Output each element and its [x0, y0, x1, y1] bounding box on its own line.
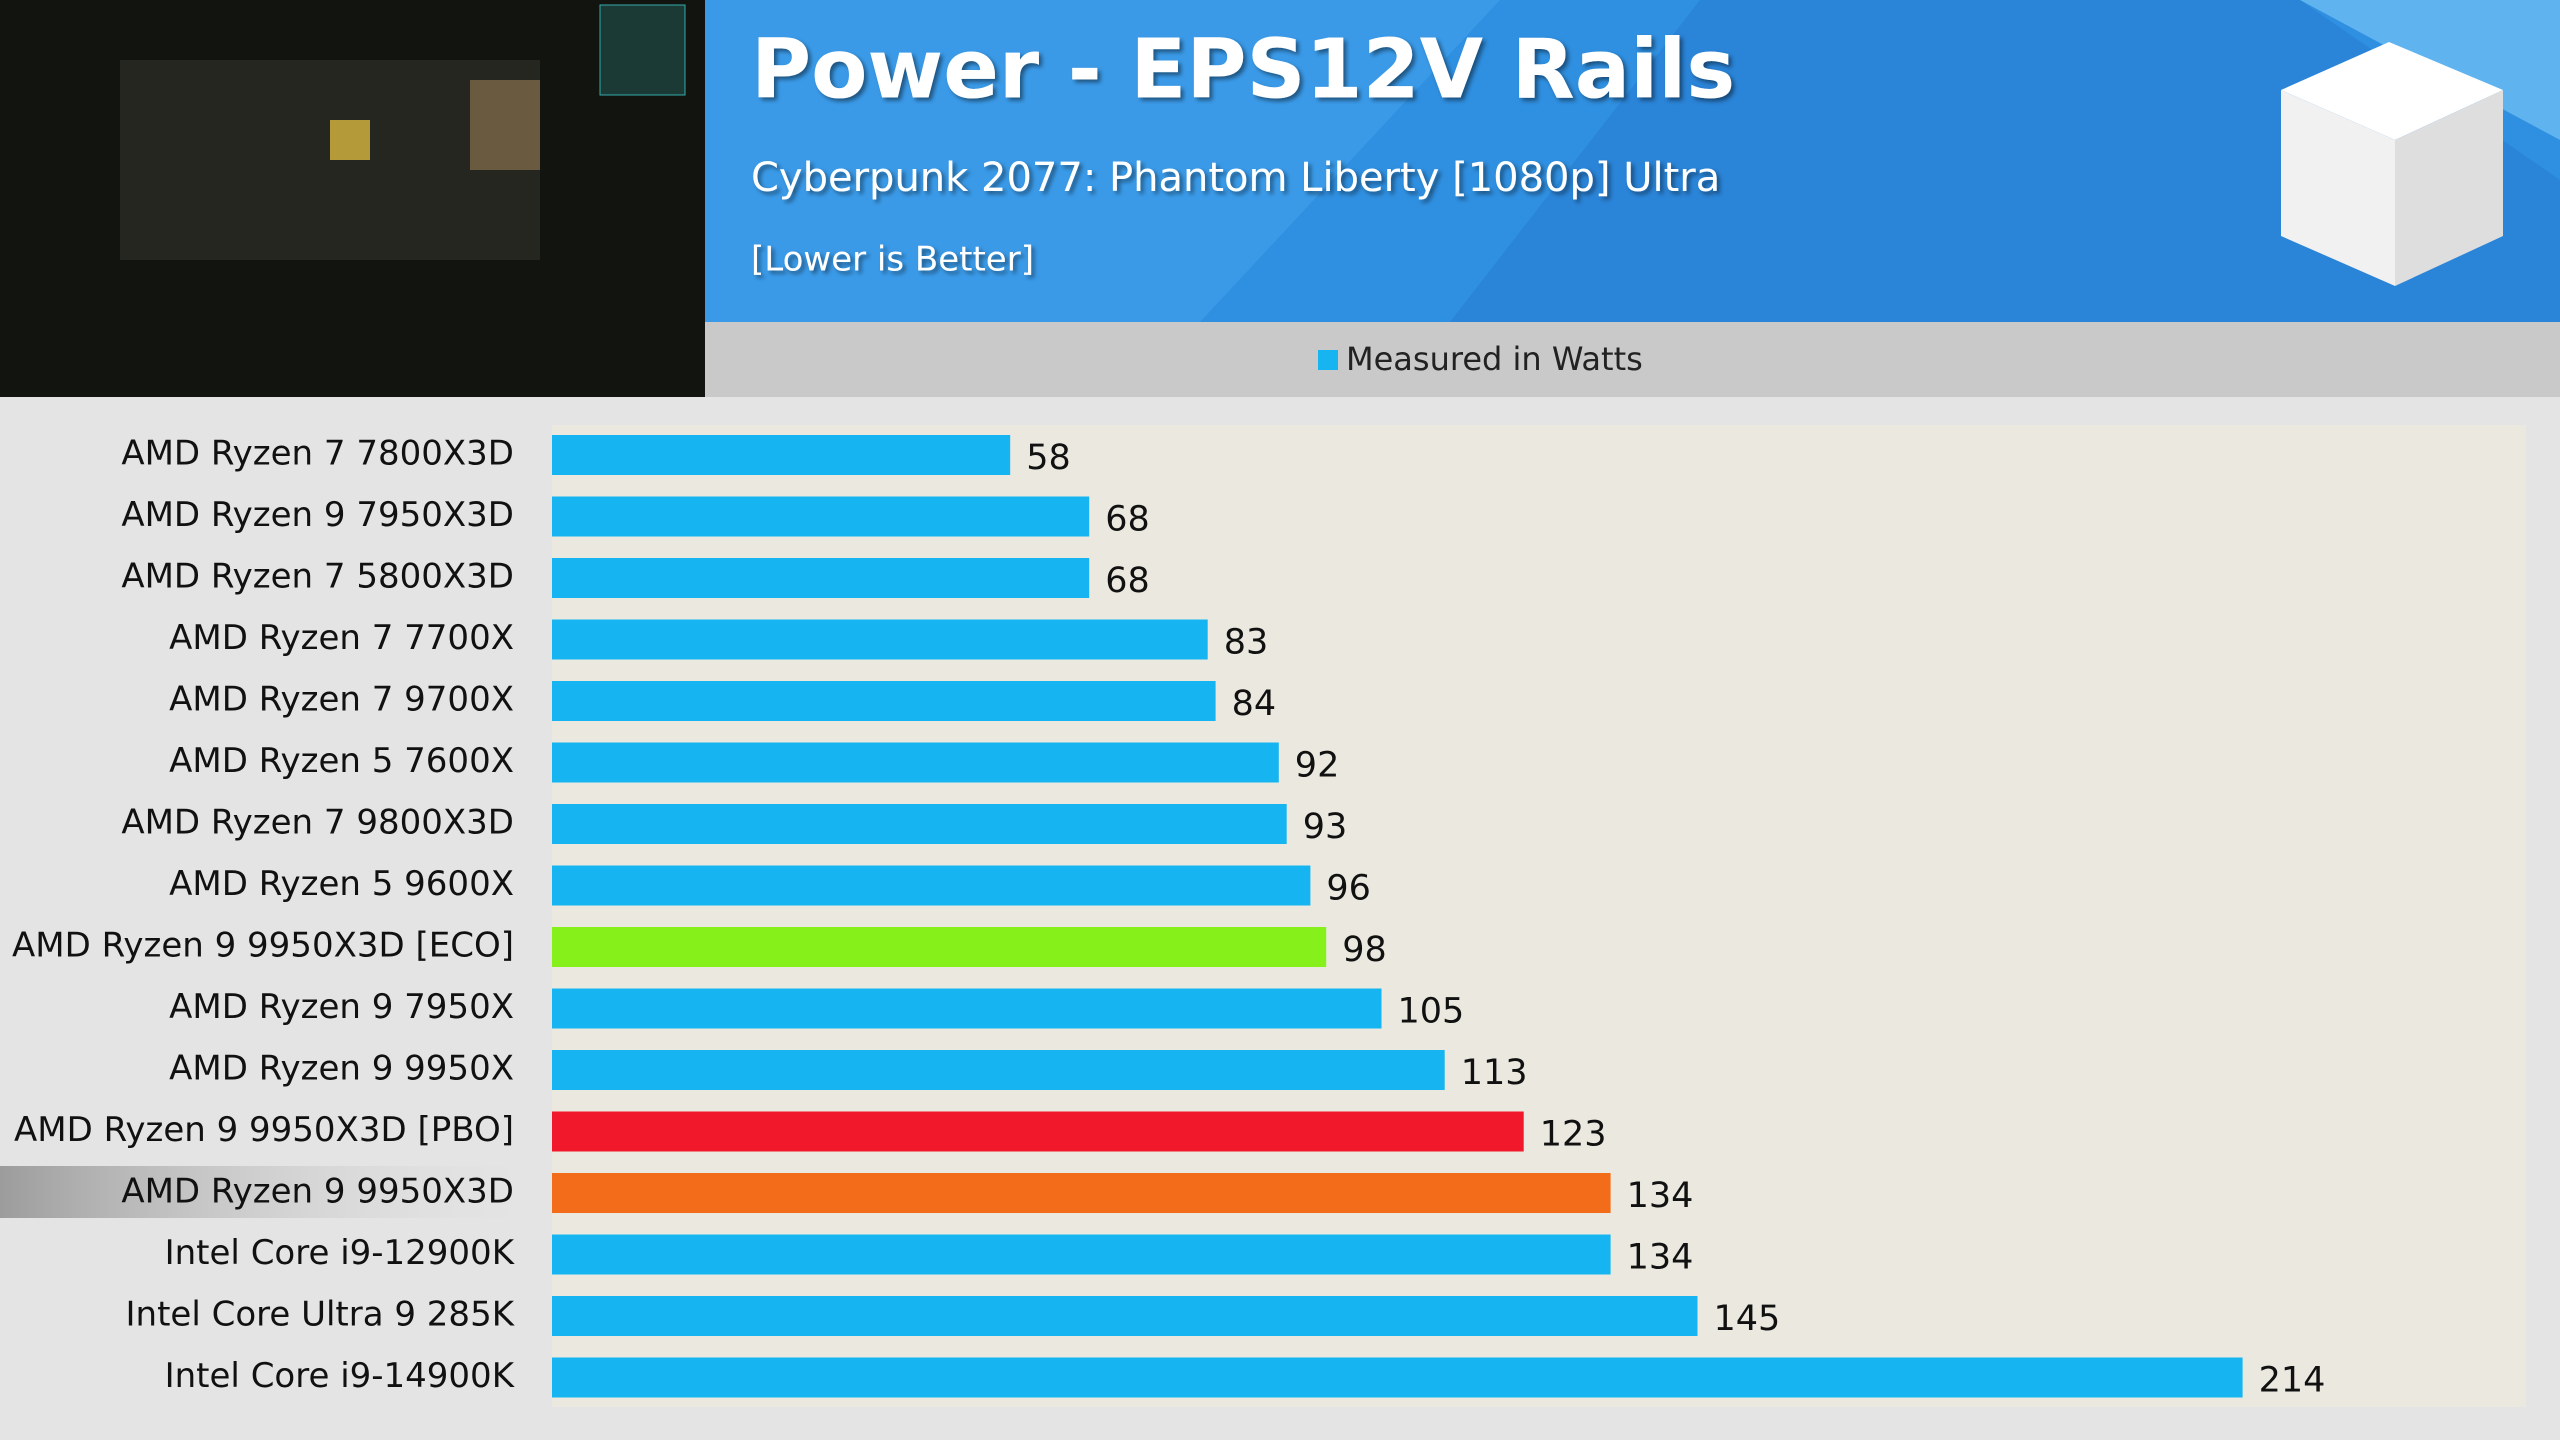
value-label: 84	[1232, 684, 1277, 724]
bar	[552, 927, 1327, 967]
logo-cube	[2281, 42, 2503, 286]
legend-swatch	[1318, 350, 1338, 370]
y-tick-label: AMD Ryzen 9 9950X3D [PBO]	[14, 1110, 514, 1150]
value-label: 123	[1540, 1115, 1607, 1155]
bar	[552, 1111, 1524, 1152]
y-tick-label: AMD Ryzen 7 7800X3D	[121, 434, 514, 474]
y-tick-label: Intel Core Ultra 9 285K	[126, 1295, 516, 1335]
bar	[552, 1234, 1611, 1275]
chart-title: Power - EPS12V Rails	[751, 22, 1735, 117]
bar	[552, 619, 1208, 660]
chart-note: [Lower is Better]	[751, 240, 1034, 280]
bar	[552, 1173, 1611, 1213]
y-tick-label: AMD Ryzen 5 7600X	[169, 741, 514, 781]
y-tick-label: AMD Ryzen 9 9950X3D [ECO]	[12, 926, 514, 966]
y-tick-label: AMD Ryzen 7 5800X3D	[121, 557, 514, 597]
legend-label: Measured in Watts	[1346, 340, 1643, 378]
value-label: 68	[1105, 500, 1150, 540]
bar	[552, 1296, 1698, 1336]
game-scene	[470, 80, 540, 170]
game-scene	[330, 120, 370, 160]
y-tick-label: AMD Ryzen 9 7950X3D	[121, 495, 514, 535]
bar	[552, 558, 1090, 598]
bar	[552, 1357, 2243, 1398]
y-tick-label: AMD Ryzen 7 7700X	[169, 618, 514, 658]
legend-band	[705, 322, 2560, 397]
y-tick-label: Intel Core i9-12900K	[165, 1233, 516, 1273]
value-label: 96	[1326, 869, 1371, 909]
y-tick-label: AMD Ryzen 7 9700X	[169, 680, 514, 720]
bar	[552, 865, 1311, 906]
bar	[552, 681, 1216, 721]
game-minimap	[599, 4, 686, 96]
bar	[552, 804, 1287, 844]
bar	[552, 496, 1090, 537]
y-tick-label: AMD Ryzen 9 7950X	[169, 987, 514, 1027]
row-highlight	[0, 1166, 560, 1218]
game-thumbnail	[0, 0, 705, 397]
value-label: 68	[1105, 561, 1150, 601]
y-tick-label: AMD Ryzen 7 9800X3D	[121, 803, 514, 843]
y-tick-label: Intel Core i9-14900K	[165, 1356, 516, 1396]
bar	[552, 988, 1382, 1029]
value-label: 83	[1224, 623, 1269, 663]
header	[705, 0, 2560, 397]
value-label: 105	[1398, 992, 1465, 1032]
chart-subtitle: Cyberpunk 2077: Phantom Liberty [1080p] …	[751, 155, 1720, 201]
value-label: 92	[1295, 746, 1340, 786]
bar	[552, 1050, 1445, 1090]
y-tick-label: AMD Ryzen 5 9600X	[169, 864, 514, 904]
value-label: 93	[1303, 807, 1348, 847]
value-label: 98	[1342, 930, 1387, 970]
header-shape	[1450, 0, 2560, 322]
value-label: 134	[1627, 1238, 1694, 1278]
y-tick-label: AMD Ryzen 9 9950X3D	[121, 1172, 514, 1212]
y-tick-label: AMD Ryzen 9 9950X	[169, 1049, 514, 1089]
header-shape	[705, 0, 1500, 322]
value-label: 145	[1714, 1299, 1781, 1339]
value-label: 113	[1461, 1053, 1528, 1093]
bar	[552, 742, 1279, 783]
value-label: 58	[1026, 438, 1071, 478]
value-label: 214	[2259, 1361, 2326, 1401]
bar	[552, 435, 1011, 475]
value-label: 134	[1627, 1176, 1694, 1216]
